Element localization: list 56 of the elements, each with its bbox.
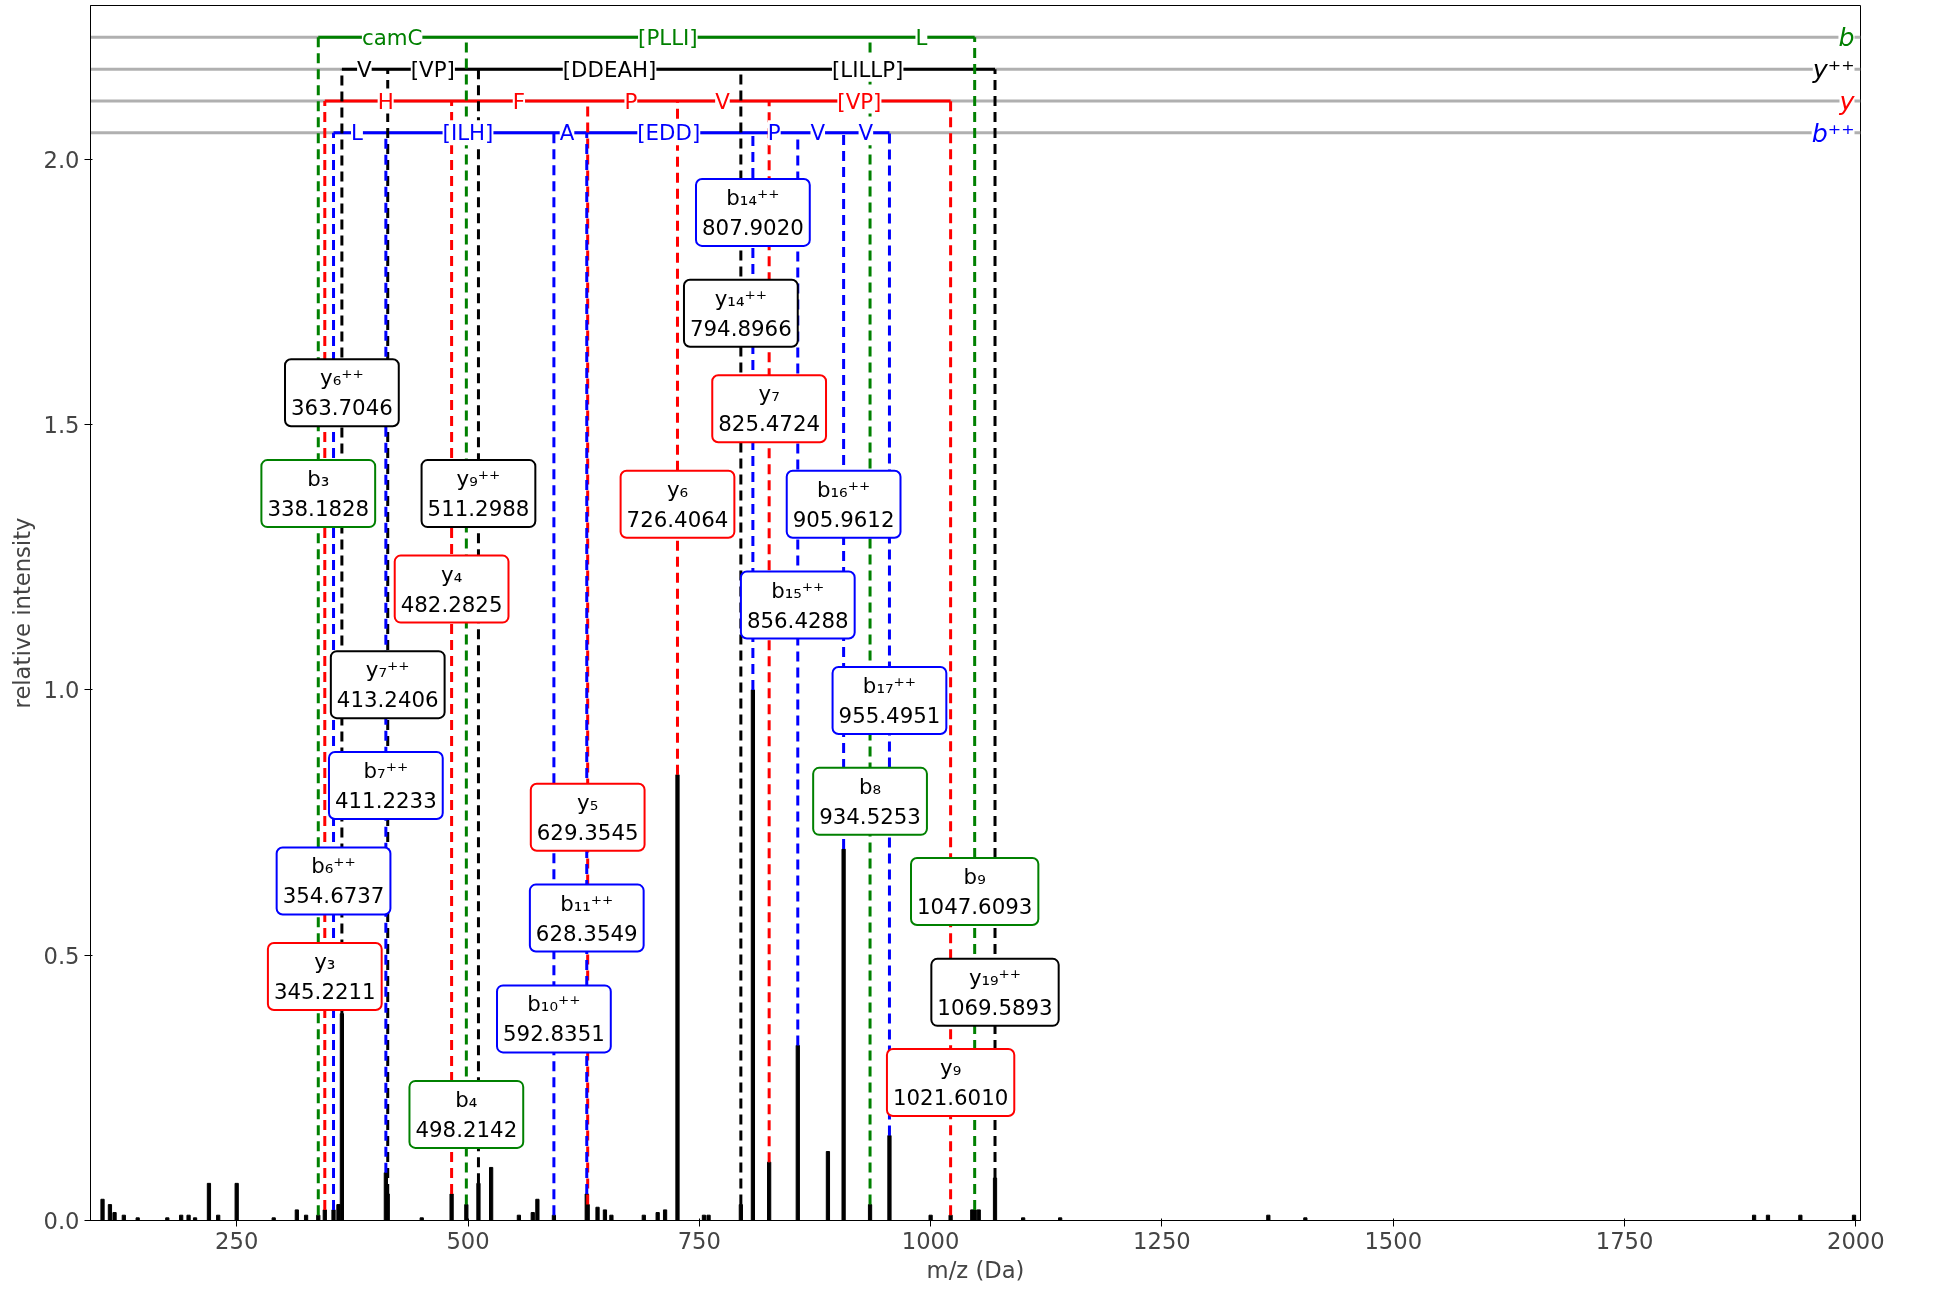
y-tick-label: 1.5 (43, 412, 80, 439)
y-tick-label: 2.0 (43, 146, 80, 173)
x-axis-title: m/z (Da) (926, 1256, 1025, 1283)
annotation: b₆⁺⁺ 354.6737 (282, 853, 385, 909)
annotation: b₁₁⁺⁺ 628.3549 (535, 890, 638, 946)
annotation: V (715, 88, 731, 114)
x-tick-label: 250 (215, 1227, 259, 1254)
annotation: y₆⁺⁺ 363.7046 (291, 365, 393, 421)
annotation: b₁₅⁺⁺ 856.4288 (746, 577, 849, 633)
annotation: [EDD] (637, 120, 701, 146)
annotation: camC (361, 24, 423, 50)
annotation: P (767, 120, 781, 146)
y-tick-label: 0.0 (43, 1208, 80, 1234)
y-tick-label: 1.0 (43, 677, 80, 704)
x-tick-label: 750 (677, 1227, 721, 1254)
annotation: [ILH] (442, 120, 494, 146)
annotation: [PLLI] (638, 24, 698, 50)
annotation: y₁₉⁺⁺ 1069.5893 (937, 964, 1053, 1020)
annotation: y₉⁺⁺ 511.2988 (427, 466, 530, 522)
annotation: b₁₆⁺⁺ 905.9612 (792, 476, 895, 532)
annotation: y₇ 825.4724 (718, 381, 821, 437)
annotation: [DDEAH] (562, 56, 657, 82)
annotation: V (858, 120, 874, 146)
annotation: V (357, 56, 373, 82)
annotation: y₅ 629.3545 (536, 789, 639, 845)
annotation: b₁₄⁺⁺ 807.9020 (702, 184, 804, 240)
x-tick-label: 2000 (1827, 1227, 1885, 1254)
x-tick-label: 500 (446, 1227, 490, 1254)
annotation: [VP] (837, 88, 882, 114)
annotation: y₉ 1021.6010 (892, 1055, 1009, 1111)
annotation: [VP] (410, 56, 455, 82)
ref-line-label: y⁺⁺ (1811, 54, 1855, 85)
x-tick-label: 1500 (1364, 1227, 1423, 1254)
annotation: b₃ 338.1828 (267, 466, 370, 522)
annotation: b₉ 1047.6093 (917, 864, 1033, 920)
x-tick-label: 1250 (1133, 1227, 1191, 1254)
annotation: b₇⁺⁺ 411.2233 (334, 757, 437, 813)
annotation: [LILLP] (831, 56, 904, 82)
annotation: b₄ 498.2142 (415, 1086, 518, 1142)
ref-line-label: b (1838, 22, 1855, 53)
annotation: L (351, 120, 364, 146)
x-tick-label: 1000 (901, 1227, 960, 1254)
annotation: y₃ 345.2211 (273, 948, 376, 1004)
annotation: y₄ 482.2825 (400, 561, 503, 617)
annotation: H (377, 88, 394, 114)
ref-line-label: y (1838, 86, 1856, 116)
x-tick-label: 1750 (1595, 1227, 1654, 1254)
annotation: y₇⁺⁺ 413.2406 (336, 657, 439, 713)
annotation: b₈ 934.5253 (819, 773, 921, 829)
y-tick-label: 0.5 (43, 942, 80, 969)
annotation: y₁₄⁺⁺ 794.8966 (689, 285, 792, 341)
y-axis-title: relative intensity (9, 517, 36, 709)
annotation: b₁₀⁺⁺ 592.8351 (503, 991, 605, 1047)
annotation: b₁₇⁺⁺ 955.4951 (838, 673, 941, 729)
annotation: y₆ 726.4064 (626, 476, 729, 532)
ref-line-label: b⁺⁺ (1811, 117, 1855, 148)
